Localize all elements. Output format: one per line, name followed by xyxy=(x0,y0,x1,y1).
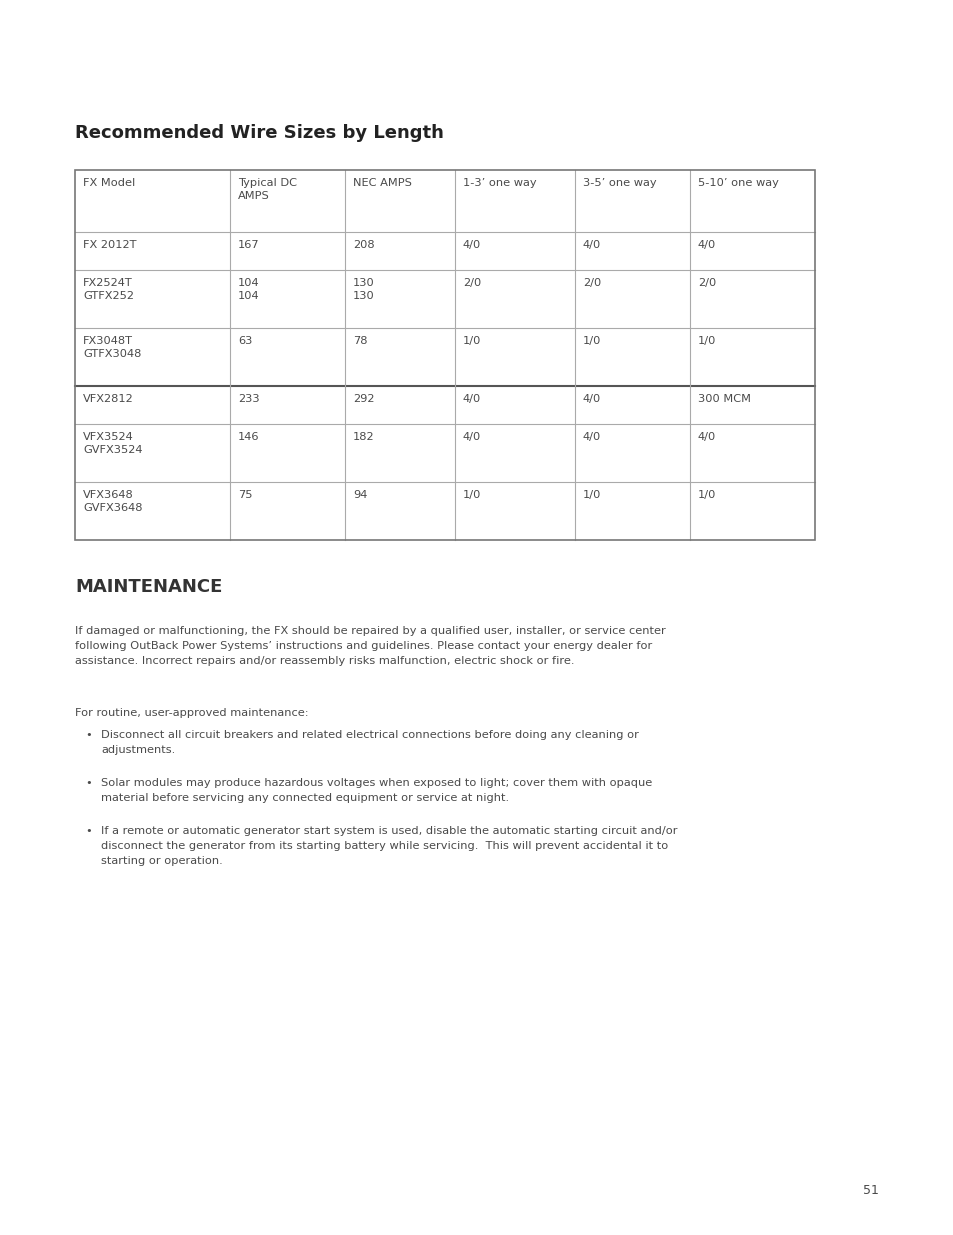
Text: 3-5’ one way: 3-5’ one way xyxy=(582,178,656,188)
Text: Typical DC
AMPS: Typical DC AMPS xyxy=(237,178,296,201)
Bar xyxy=(75,170,814,540)
Text: 4/0: 4/0 xyxy=(462,432,480,442)
Text: 63: 63 xyxy=(237,336,253,346)
Text: If a remote or automatic generator start system is used, disable the automatic s: If a remote or automatic generator start… xyxy=(101,826,677,866)
Text: 4/0: 4/0 xyxy=(698,432,716,442)
Text: 4/0: 4/0 xyxy=(462,240,480,249)
Text: 1-3’ one way: 1-3’ one way xyxy=(462,178,536,188)
Text: VFX3524
GVFX3524: VFX3524 GVFX3524 xyxy=(83,432,142,456)
Text: FX3048T
GTFX3048: FX3048T GTFX3048 xyxy=(83,336,141,359)
Text: 94: 94 xyxy=(353,490,367,500)
Text: 4/0: 4/0 xyxy=(462,394,480,404)
Text: NEC AMPS: NEC AMPS xyxy=(353,178,412,188)
Text: Solar modules may produce hazardous voltages when exposed to light; cover them w: Solar modules may produce hazardous volt… xyxy=(101,778,652,803)
Text: Recommended Wire Sizes by Length: Recommended Wire Sizes by Length xyxy=(75,124,443,142)
Text: VFX2812: VFX2812 xyxy=(83,394,133,404)
Text: 2/0: 2/0 xyxy=(582,278,600,288)
Text: 2/0: 2/0 xyxy=(462,278,480,288)
Text: 104
104: 104 104 xyxy=(237,278,259,301)
Text: 1/0: 1/0 xyxy=(462,490,481,500)
Text: 208: 208 xyxy=(353,240,375,249)
Text: 78: 78 xyxy=(353,336,367,346)
Text: FX 2012T: FX 2012T xyxy=(83,240,136,249)
Text: 51: 51 xyxy=(862,1184,878,1197)
Text: VFX3648
GVFX3648: VFX3648 GVFX3648 xyxy=(83,490,142,514)
Text: 4/0: 4/0 xyxy=(698,240,716,249)
Text: •: • xyxy=(85,826,91,836)
Text: FX Model: FX Model xyxy=(83,178,135,188)
Text: •: • xyxy=(85,778,91,788)
Text: 182: 182 xyxy=(353,432,375,442)
Text: 1/0: 1/0 xyxy=(698,336,716,346)
Text: Disconnect all circuit breakers and related electrical connections before doing : Disconnect all circuit breakers and rela… xyxy=(101,730,639,755)
Text: 2/0: 2/0 xyxy=(698,278,716,288)
Text: 233: 233 xyxy=(237,394,259,404)
Text: 130
130: 130 130 xyxy=(353,278,375,301)
Text: 292: 292 xyxy=(353,394,375,404)
Text: FX2524T
GTFX252: FX2524T GTFX252 xyxy=(83,278,133,301)
Text: 300 MCM: 300 MCM xyxy=(698,394,750,404)
Text: 5-10’ one way: 5-10’ one way xyxy=(698,178,778,188)
Text: For routine, user-approved maintenance:: For routine, user-approved maintenance: xyxy=(75,708,309,718)
Text: If damaged or malfunctioning, the FX should be repaired by a qualified user, ins: If damaged or malfunctioning, the FX sho… xyxy=(75,626,665,666)
Text: 1/0: 1/0 xyxy=(582,336,600,346)
Text: 167: 167 xyxy=(237,240,259,249)
Text: 4/0: 4/0 xyxy=(582,240,600,249)
Text: •: • xyxy=(85,730,91,740)
Text: 75: 75 xyxy=(237,490,253,500)
Text: MAINTENANCE: MAINTENANCE xyxy=(75,578,222,597)
Text: 1/0: 1/0 xyxy=(582,490,600,500)
Text: 4/0: 4/0 xyxy=(582,432,600,442)
Text: 4/0: 4/0 xyxy=(582,394,600,404)
Text: 1/0: 1/0 xyxy=(698,490,716,500)
Text: 1/0: 1/0 xyxy=(462,336,481,346)
Text: 146: 146 xyxy=(237,432,259,442)
